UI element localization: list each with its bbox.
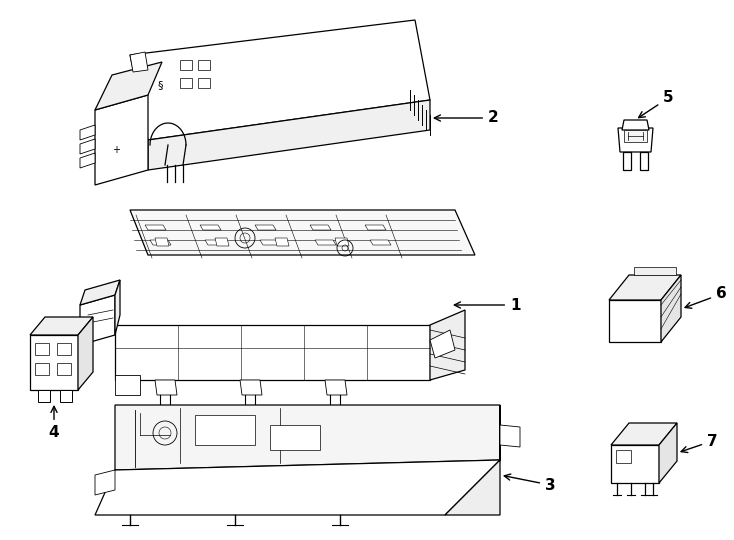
- Polygon shape: [310, 225, 331, 230]
- Polygon shape: [260, 240, 281, 245]
- Polygon shape: [80, 295, 115, 345]
- Polygon shape: [38, 390, 50, 402]
- Polygon shape: [623, 152, 631, 170]
- Polygon shape: [30, 335, 78, 390]
- Polygon shape: [80, 139, 95, 154]
- Polygon shape: [35, 363, 49, 375]
- Polygon shape: [500, 425, 520, 447]
- Polygon shape: [270, 425, 320, 450]
- Text: 2: 2: [435, 111, 498, 125]
- Polygon shape: [130, 210, 475, 255]
- Polygon shape: [205, 240, 226, 245]
- Polygon shape: [634, 267, 676, 275]
- Polygon shape: [661, 275, 681, 342]
- Polygon shape: [60, 390, 72, 402]
- Polygon shape: [445, 405, 500, 515]
- Polygon shape: [148, 100, 430, 170]
- Polygon shape: [180, 60, 192, 70]
- Text: 7: 7: [681, 434, 718, 453]
- Polygon shape: [609, 300, 661, 342]
- Text: +: +: [112, 145, 120, 155]
- Polygon shape: [57, 363, 71, 375]
- Polygon shape: [618, 128, 653, 152]
- Text: §: §: [157, 80, 163, 90]
- Polygon shape: [95, 460, 500, 515]
- Polygon shape: [609, 275, 681, 300]
- Polygon shape: [370, 240, 391, 245]
- Polygon shape: [200, 225, 221, 230]
- Polygon shape: [155, 380, 177, 395]
- Polygon shape: [130, 52, 148, 72]
- Polygon shape: [80, 153, 95, 168]
- Polygon shape: [659, 423, 677, 483]
- Polygon shape: [115, 375, 140, 395]
- Polygon shape: [240, 380, 262, 395]
- Polygon shape: [35, 343, 49, 355]
- Polygon shape: [80, 280, 120, 305]
- Polygon shape: [30, 317, 93, 335]
- Polygon shape: [325, 380, 347, 395]
- Polygon shape: [155, 238, 169, 246]
- Text: 5: 5: [639, 91, 674, 118]
- Polygon shape: [611, 445, 659, 483]
- Polygon shape: [198, 78, 210, 88]
- Polygon shape: [430, 310, 465, 380]
- Polygon shape: [365, 225, 386, 230]
- Polygon shape: [255, 225, 276, 230]
- Polygon shape: [115, 325, 430, 380]
- Text: 1: 1: [454, 298, 520, 313]
- Polygon shape: [198, 60, 210, 70]
- Polygon shape: [57, 343, 71, 355]
- Polygon shape: [150, 240, 171, 245]
- Polygon shape: [130, 20, 430, 140]
- Polygon shape: [430, 330, 455, 358]
- Polygon shape: [95, 470, 115, 495]
- Polygon shape: [95, 62, 162, 110]
- Polygon shape: [640, 152, 648, 170]
- Polygon shape: [622, 120, 649, 130]
- Polygon shape: [95, 95, 148, 185]
- Polygon shape: [611, 423, 677, 445]
- Text: 6: 6: [685, 287, 727, 308]
- Polygon shape: [78, 317, 93, 390]
- Polygon shape: [195, 415, 255, 445]
- Polygon shape: [275, 238, 289, 246]
- Polygon shape: [80, 125, 95, 140]
- Polygon shape: [115, 405, 500, 470]
- Polygon shape: [616, 450, 631, 463]
- Polygon shape: [115, 280, 120, 335]
- Polygon shape: [335, 238, 349, 246]
- Polygon shape: [145, 225, 166, 230]
- Polygon shape: [315, 240, 336, 245]
- Polygon shape: [215, 238, 229, 246]
- Polygon shape: [624, 130, 647, 142]
- Polygon shape: [180, 78, 192, 88]
- Text: 4: 4: [48, 406, 59, 440]
- Text: 3: 3: [504, 474, 556, 492]
